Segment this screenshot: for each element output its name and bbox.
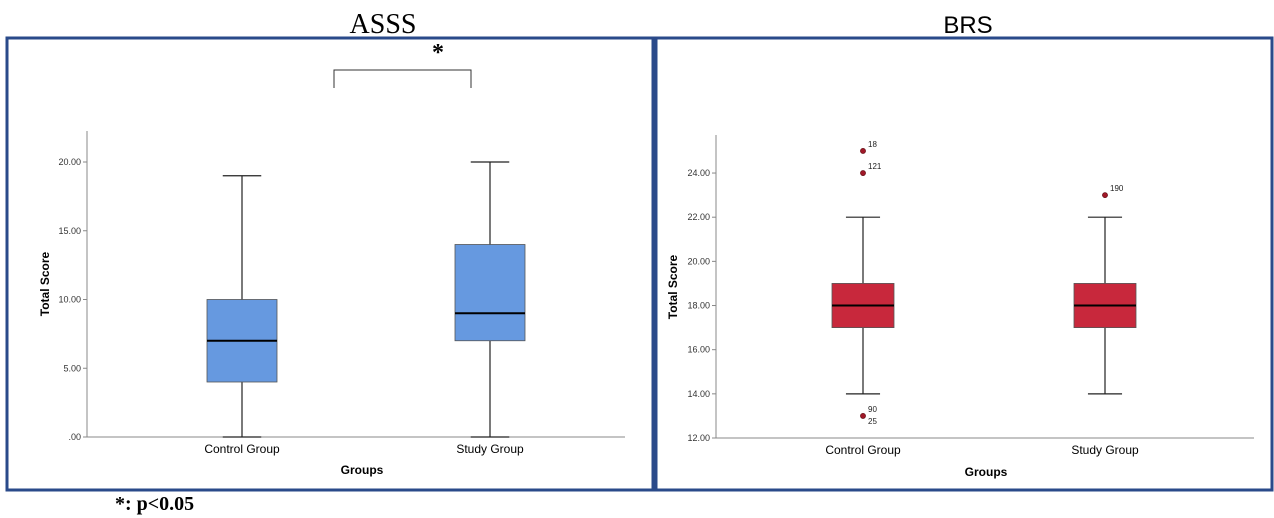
outlier-label: 190 [1110, 184, 1124, 193]
y-tick-label: 14.00 [687, 389, 710, 399]
significance-star: * [432, 40, 444, 66]
outlier-label: 90 [868, 405, 877, 414]
asss-panel-frame [5, 36, 655, 492]
asss-x-axis-label: Groups [341, 463, 384, 477]
brs-title: BRS [943, 12, 992, 39]
x-tick-label: Study Group [456, 442, 524, 456]
y-tick-label: .00 [68, 432, 81, 442]
y-tick-label: 20.00 [687, 256, 710, 266]
brs-x-axis-label: Groups [965, 465, 1008, 479]
outlier-point [860, 148, 866, 154]
brs-panel-frame [654, 36, 1274, 492]
asss-y-axis-label: Total Score [38, 251, 52, 316]
asss-plot-area: .00 5.00 10.00 15.00 20.00 Control Group Study… [58, 157, 526, 456]
significance-bracket [333, 69, 472, 88]
footnote: *: p<0.05 [115, 493, 194, 515]
outlier-point [860, 170, 866, 176]
y-tick-label: 16.00 [687, 345, 710, 355]
y-tick-label: 15.00 [58, 226, 81, 236]
outlier-point [1102, 192, 1108, 199]
y-tick-label: 20.00 [58, 157, 81, 167]
asss-title: ASSS [350, 9, 417, 40]
x-tick-label: Control Group [825, 443, 901, 457]
outlier-label: 121 [868, 162, 882, 171]
y-tick-label: 12.00 [687, 433, 710, 443]
y-tick-label: 22.00 [687, 212, 710, 222]
box [454, 244, 526, 342]
outlier-label: 18 [868, 140, 877, 149]
y-tick-label: 18.00 [687, 301, 710, 311]
y-tick-label: 5.00 [63, 363, 81, 373]
brs-y-axis-label: Total Score [666, 254, 680, 319]
brs-plot-area: 12.00 14.00 16.00 18.00 20.00 22.00 24.00 Contr… [687, 140, 1139, 457]
x-tick-label: Study Group [1071, 443, 1139, 457]
y-tick-label: 10.00 [58, 295, 81, 305]
outlier-label: 25 [868, 417, 877, 426]
x-tick-label: Control Group [204, 442, 280, 456]
y-tick-label: 24.00 [687, 168, 710, 178]
outlier-point [860, 413, 866, 419]
